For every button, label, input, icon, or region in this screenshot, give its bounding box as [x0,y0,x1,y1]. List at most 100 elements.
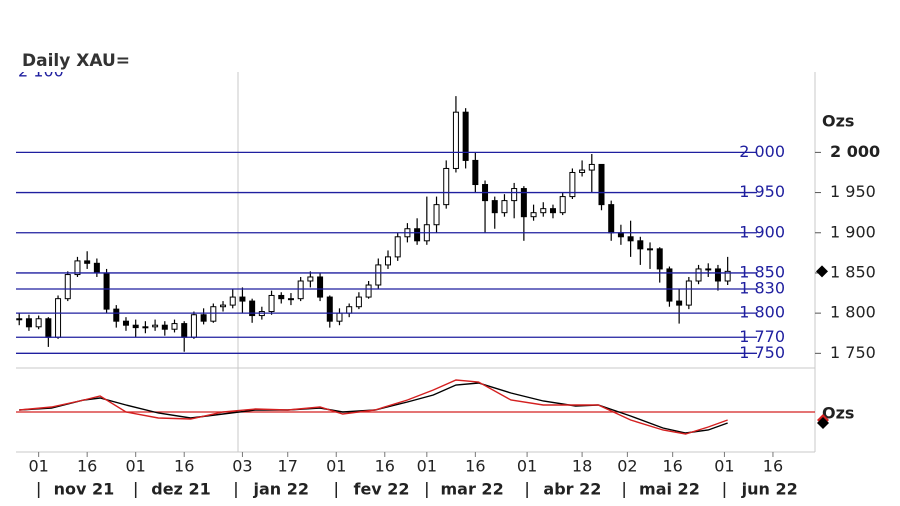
candle-body [249,300,256,317]
candle-body [268,294,275,313]
level-label: 1 850 [739,262,785,281]
x-tick-label: 01 [714,457,734,476]
candle-body [25,318,32,328]
y-tick-label: 1 750 [830,343,876,362]
candle-body [549,208,556,214]
candle-body [394,236,401,258]
x-tick-label: 01 [326,457,346,476]
last-price-marker [816,265,828,278]
candle-body [501,200,508,214]
candle-body [637,240,644,250]
level-label: 1 750 [739,343,785,362]
candle-body [64,274,71,300]
y-tick-label: 1 900 [830,222,876,241]
x-tick-label: 16 [174,457,194,476]
candle-body [695,268,702,282]
month-label: dez 21 [151,480,210,499]
x-tick-label: 01 [28,457,48,476]
candle-body [714,268,721,282]
x-tick-label: 16 [77,457,97,476]
candle-body [161,324,168,330]
x-tick-label: 01 [417,457,437,476]
candle-body [200,314,207,322]
candle-body [74,260,81,276]
level-label: 1 950 [739,182,785,201]
candle-body [307,276,314,282]
plot-area: 2 100 [16,62,731,352]
candle-body [724,270,731,282]
candle-body [113,308,120,322]
candle-body [608,204,615,234]
indicator-line [19,382,728,434]
candle-body [666,268,673,302]
candle-body [132,324,139,329]
x-tick-label: 16 [662,457,682,476]
candle-body [84,260,91,264]
candle-body [336,312,343,322]
candle-body [326,296,333,322]
candle-body [229,296,236,306]
candle-body [93,262,100,274]
month-label: nov 21 [54,480,115,499]
candle-body [287,298,294,301]
candle-body [171,323,178,330]
candle-body [365,284,372,298]
y-tick-label: 1 800 [830,303,876,322]
x-tick-label: 16 [375,457,395,476]
candle-body [627,236,634,242]
level-label: 1 800 [739,303,785,322]
chart-title: Daily XAU= [22,51,130,71]
candle-body [685,280,692,306]
axis-unit: Ozs [822,404,854,423]
candle-body [530,212,537,218]
x-tick-label: 16 [465,457,485,476]
candle-body [414,228,421,242]
x-tick-label: 01 [126,457,146,476]
candle-body [462,111,469,161]
level-label: 1 770 [739,327,785,346]
level-label: 1 900 [739,222,785,241]
candle-body [588,163,595,171]
candle-body [443,167,450,206]
candle-body [511,188,518,202]
candle-body [122,320,129,326]
x-tick-label: 16 [763,457,783,476]
candle-body [181,323,188,338]
axis-unit: Ozs [822,112,854,131]
candle-body [220,304,227,308]
x-tick-label: 18 [572,457,592,476]
candle-body [540,208,547,214]
candle-body [16,318,23,321]
candle-body [45,318,52,338]
candle-body [559,196,566,214]
y-tick-label: 1 850 [830,262,876,281]
level-label: 2 100 [18,62,64,81]
candle-body [152,324,159,328]
candle-body [676,300,683,306]
candle-body [656,248,663,270]
candle-body [355,296,362,308]
candle-body [647,248,654,251]
x-tick-label: 03 [232,457,252,476]
candle-body [35,318,42,328]
candle-body [579,169,586,173]
month-label: mar 22 [441,480,504,499]
candle-body [278,294,285,300]
candle-body [598,163,605,206]
candle-body [142,326,149,329]
y-tick-label: 2 000 [830,142,880,161]
candle-body [472,159,479,186]
indicator-marker [817,417,829,429]
candle-body [452,111,459,169]
candle-body [346,306,353,314]
indicator-line [19,379,728,435]
candle-body [705,268,712,271]
candle-body [55,298,62,338]
candle-body [210,306,217,322]
candle-body [520,188,527,218]
level-label: 2 000 [739,142,785,161]
candle-body [385,256,392,266]
month-label: mai 22 [639,480,700,499]
candle-body [375,264,382,286]
